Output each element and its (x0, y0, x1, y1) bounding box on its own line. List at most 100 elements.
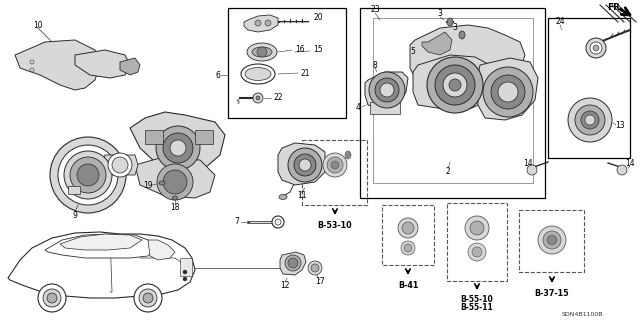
Text: B-37-15: B-37-15 (534, 290, 570, 299)
Bar (68, 186, 80, 194)
Circle shape (38, 284, 66, 312)
Polygon shape (413, 55, 495, 110)
Polygon shape (410, 25, 525, 80)
Circle shape (183, 277, 187, 281)
Circle shape (139, 289, 157, 307)
Circle shape (543, 231, 561, 249)
Polygon shape (8, 232, 195, 298)
Circle shape (568, 98, 612, 142)
Circle shape (380, 83, 394, 97)
Circle shape (327, 157, 343, 173)
Text: 12: 12 (280, 281, 290, 290)
Text: 20: 20 (313, 13, 323, 22)
Circle shape (538, 226, 566, 254)
Polygon shape (120, 58, 140, 75)
Text: 9: 9 (72, 211, 77, 220)
Circle shape (311, 264, 319, 272)
Ellipse shape (279, 195, 287, 199)
Circle shape (575, 105, 605, 135)
Bar (145, 130, 163, 144)
Circle shape (163, 170, 187, 194)
Circle shape (369, 72, 405, 108)
Text: 2: 2 (445, 167, 451, 177)
Circle shape (156, 126, 200, 170)
Text: FR.: FR. (607, 3, 623, 12)
Text: 11: 11 (297, 191, 307, 201)
Circle shape (402, 222, 414, 234)
Text: 5: 5 (411, 47, 415, 57)
Circle shape (468, 243, 486, 261)
Circle shape (163, 133, 193, 163)
Circle shape (401, 241, 415, 255)
Circle shape (294, 154, 316, 176)
Ellipse shape (173, 196, 177, 200)
Text: 15: 15 (313, 45, 323, 54)
Bar (370, 102, 400, 114)
Circle shape (586, 38, 606, 58)
Circle shape (64, 151, 112, 199)
Circle shape (435, 65, 475, 105)
Polygon shape (244, 15, 278, 32)
Circle shape (255, 20, 261, 26)
Bar (373, 18, 533, 183)
Circle shape (404, 244, 412, 252)
Circle shape (375, 78, 399, 102)
Text: 8: 8 (372, 60, 378, 69)
Text: 21: 21 (300, 68, 310, 77)
Circle shape (527, 165, 537, 175)
Polygon shape (75, 50, 130, 78)
Circle shape (112, 157, 128, 173)
Text: 16: 16 (295, 45, 305, 54)
Polygon shape (148, 240, 175, 260)
Text: 22: 22 (273, 93, 283, 102)
Text: B-55-11: B-55-11 (461, 303, 493, 313)
Circle shape (265, 20, 271, 26)
Ellipse shape (447, 18, 453, 26)
Polygon shape (478, 58, 538, 120)
Text: 13: 13 (615, 121, 625, 130)
Text: 3: 3 (452, 22, 458, 31)
Text: 18: 18 (170, 203, 180, 212)
Circle shape (483, 67, 533, 117)
Text: 14: 14 (523, 158, 533, 167)
Polygon shape (278, 143, 325, 185)
Circle shape (183, 270, 187, 274)
Circle shape (427, 57, 483, 113)
Circle shape (465, 216, 489, 240)
Circle shape (43, 289, 61, 307)
Circle shape (50, 137, 126, 213)
Text: 10: 10 (33, 20, 43, 29)
Polygon shape (130, 112, 225, 172)
Circle shape (108, 153, 132, 177)
Ellipse shape (345, 151, 351, 159)
Circle shape (257, 47, 267, 57)
Bar (519, 210, 584, 272)
Circle shape (256, 96, 260, 100)
Text: 19: 19 (143, 181, 153, 190)
Circle shape (288, 148, 322, 182)
Polygon shape (135, 158, 215, 198)
Circle shape (157, 164, 193, 200)
Circle shape (547, 235, 557, 245)
Circle shape (253, 93, 263, 103)
Ellipse shape (252, 47, 272, 57)
Text: 23: 23 (370, 5, 380, 14)
Circle shape (299, 159, 311, 171)
Circle shape (77, 164, 99, 186)
Ellipse shape (459, 31, 465, 39)
Text: SDN4B1100B: SDN4B1100B (561, 311, 603, 316)
Polygon shape (102, 155, 138, 175)
Polygon shape (15, 40, 100, 90)
Polygon shape (280, 252, 306, 275)
Text: 7: 7 (235, 218, 239, 227)
Circle shape (498, 82, 518, 102)
Circle shape (323, 153, 347, 177)
Circle shape (58, 145, 118, 205)
Circle shape (134, 284, 162, 312)
Bar (180, 258, 192, 276)
Circle shape (472, 247, 482, 257)
Bar (382, 205, 434, 265)
Bar (447, 203, 507, 281)
Circle shape (491, 75, 525, 109)
Bar (228, 8, 346, 118)
